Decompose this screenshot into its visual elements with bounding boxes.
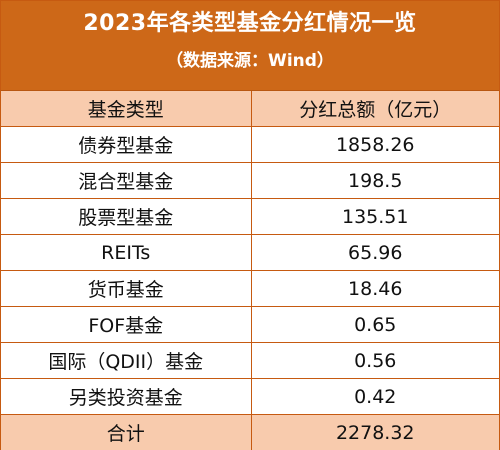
table-subtitle: （数据来源：Wind） — [166, 51, 334, 71]
dividend-amount-cell: 0.42 — [251, 378, 499, 415]
column-header-fund-type: 基金类型 — [1, 91, 252, 127]
fund-dividend-table: 基金类型 分红总额（亿元） 债券型基金 1858.26 混合型基金 198.5 … — [1, 91, 499, 450]
dividend-amount-cell: 18.46 — [251, 270, 499, 307]
fund-type-cell: 国际（QDII）基金 — [1, 342, 252, 379]
dividend-amount-cell: 198.5 — [251, 162, 499, 199]
fund-type-cell: FOF基金 — [1, 306, 252, 343]
dividend-amount-cell: 0.56 — [251, 342, 499, 379]
table-header-banner: 2023年各类型基金分红情况一览 （数据来源：Wind） — [1, 1, 499, 91]
total-label-cell: 合计 — [1, 414, 252, 450]
fund-type-cell: 货币基金 — [1, 270, 252, 307]
table-header-row: 基金类型 分红总额（亿元） — [1, 91, 499, 127]
table-row: 债券型基金 1858.26 — [1, 126, 499, 163]
fund-type-cell: 债券型基金 — [1, 126, 252, 163]
table-row: FOF基金 0.65 — [1, 306, 499, 343]
fund-type-cell: 混合型基金 — [1, 162, 252, 199]
fund-type-cell: REITs — [1, 234, 252, 271]
table-row: 货币基金 18.46 — [1, 270, 499, 307]
fund-type-cell: 股票型基金 — [1, 198, 252, 235]
table-row: REITs 65.96 — [1, 234, 499, 271]
dividend-amount-cell: 65.96 — [251, 234, 499, 271]
column-header-dividend-amount: 分红总额（亿元） — [251, 91, 499, 127]
dividend-amount-cell: 135.51 — [251, 198, 499, 235]
table-row: 国际（QDII）基金 0.56 — [1, 342, 499, 379]
total-amount-cell: 2278.32 — [251, 414, 499, 450]
table-row: 股票型基金 135.51 — [1, 198, 499, 235]
total-row: 合计 2278.32 — [1, 414, 499, 450]
dividend-amount-cell: 1858.26 — [251, 126, 499, 163]
dividend-amount-cell: 0.65 — [251, 306, 499, 343]
table-row: 混合型基金 198.5 — [1, 162, 499, 199]
table-title: 2023年各类型基金分红情况一览 — [83, 11, 417, 36]
table-row: 另类投资基金 0.42 — [1, 378, 499, 415]
fund-type-cell: 另类投资基金 — [1, 378, 252, 415]
